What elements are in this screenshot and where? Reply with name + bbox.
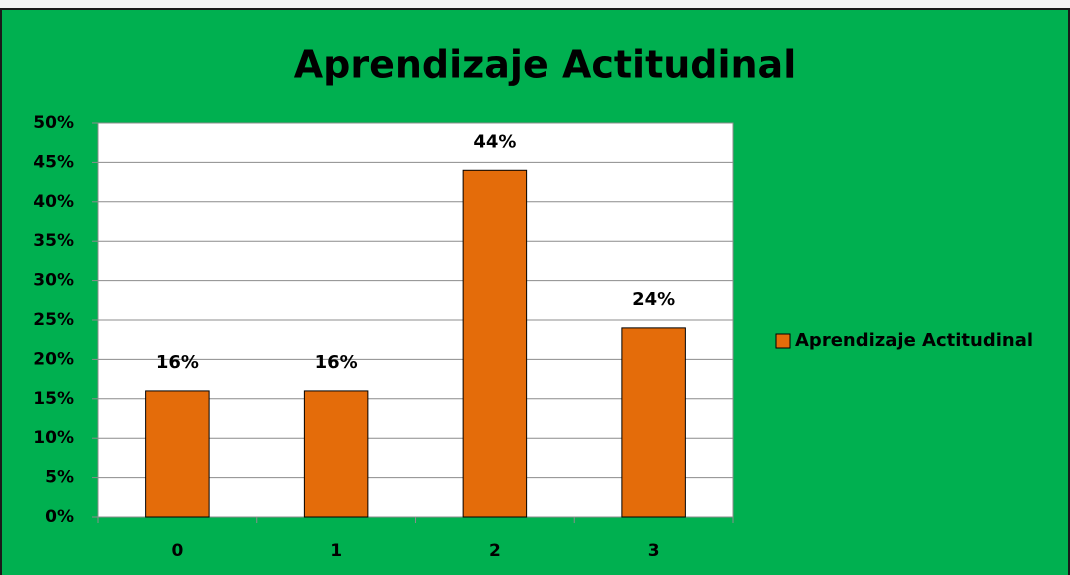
chart-title: Aprendizaje Actitudinal (294, 43, 796, 87)
y-tick-label: 35% (33, 231, 74, 251)
data-label: 16% (156, 352, 199, 373)
y-tick-label: 10% (33, 428, 74, 448)
legend-label: Aprendizaje Actitudinal (795, 330, 1033, 351)
y-tick-label: 40% (33, 192, 74, 212)
y-tick-label: 5% (45, 468, 74, 488)
data-label: 44% (473, 131, 516, 152)
bar (303, 390, 369, 518)
x-tick-label: 3 (648, 541, 660, 561)
bar (462, 169, 528, 518)
y-tick-label: 20% (33, 349, 74, 369)
data-label: 16% (315, 352, 358, 373)
y-tick-label: 30% (33, 271, 74, 291)
y-tick-label: 0% (45, 507, 74, 527)
x-tick-label: 1 (330, 541, 342, 561)
legend-swatch (775, 333, 791, 349)
bar (621, 327, 686, 518)
y-tick-label: 15% (33, 389, 74, 409)
y-tick-label: 25% (33, 310, 74, 330)
y-tick-label: 45% (33, 152, 74, 172)
data-label: 24% (632, 289, 675, 310)
y-tick-label: 50% (33, 113, 74, 133)
x-tick-label: 2 (489, 541, 501, 561)
x-tick-label: 0 (171, 541, 183, 561)
bar (145, 390, 210, 518)
